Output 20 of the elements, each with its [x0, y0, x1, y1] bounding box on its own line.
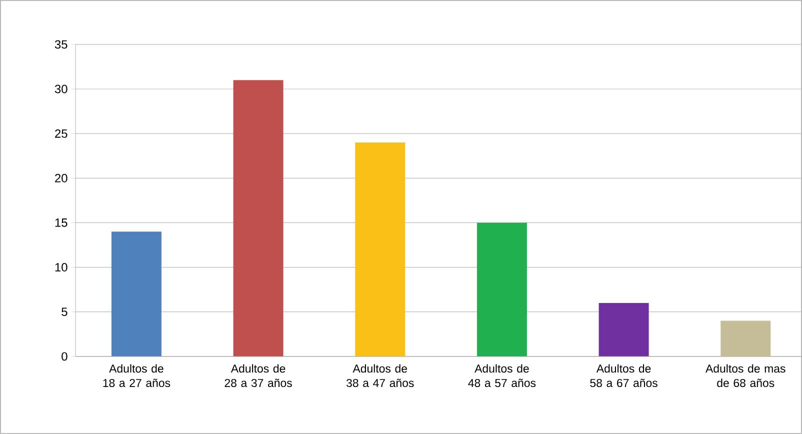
x-tick-label: Adultos de mas de 68 años — [706, 364, 786, 388]
bar — [476, 222, 527, 356]
x-tick-label: Adultos de 38 a 47 años — [346, 364, 414, 388]
bar — [355, 142, 406, 356]
bar — [233, 80, 284, 356]
y-tick-label: 0 — [62, 352, 68, 361]
y-tick-label: 10 — [55, 263, 68, 272]
x-tick-label: Adultos de 48 a 57 años — [468, 364, 536, 388]
y-tick-label: 35 — [54, 40, 68, 49]
y-tick-label: 30 — [54, 84, 68, 94]
bar — [720, 320, 771, 356]
x-tick-label: Adultos de 58 a 67 años — [590, 364, 658, 388]
bar — [111, 232, 162, 356]
y-tick-label: 15 — [55, 218, 68, 227]
x-tick-label: Adultos de 18 a 27 años — [103, 364, 170, 388]
bar — [598, 302, 649, 356]
y-tick-label: 25 — [55, 129, 68, 138]
y-tick-label: 20 — [55, 174, 68, 182]
x-tick-label: Adultos de 28 a 37 años — [224, 364, 292, 388]
y-tick-label: 5 — [62, 308, 68, 316]
